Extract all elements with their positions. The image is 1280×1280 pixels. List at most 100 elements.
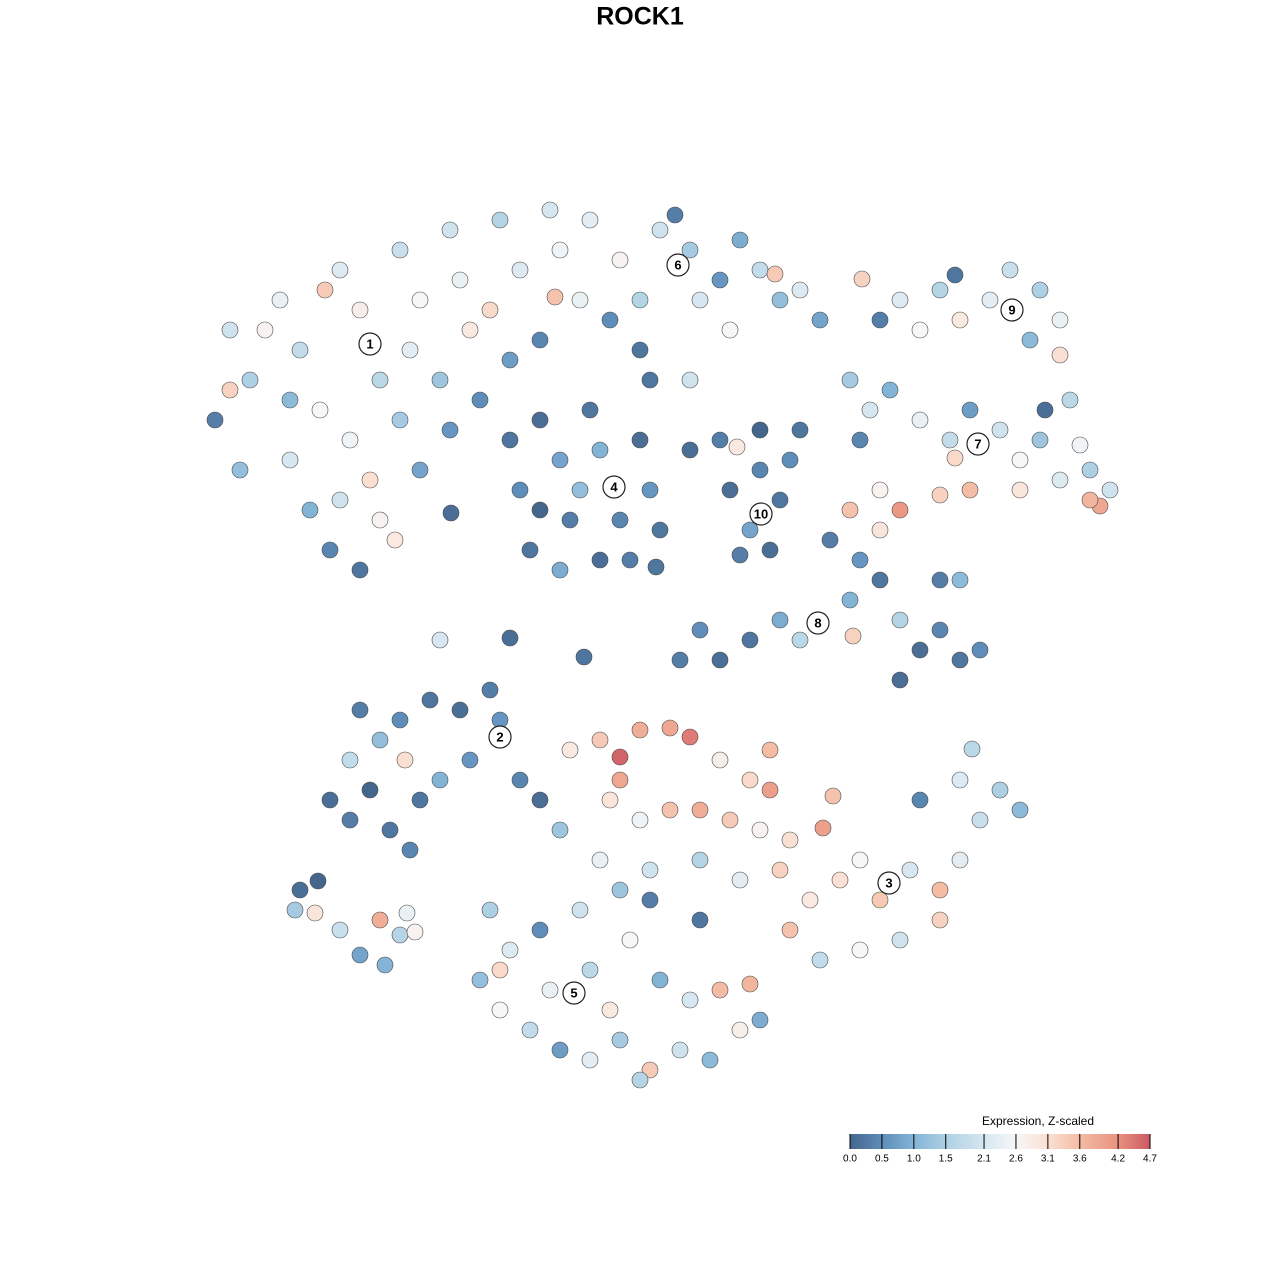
point (1011, 451, 1029, 469)
point (361, 471, 379, 489)
chart-title: ROCK1 (596, 3, 684, 31)
point (791, 421, 809, 439)
point (731, 231, 749, 249)
point (911, 791, 929, 809)
point (316, 281, 334, 299)
point (501, 629, 519, 647)
colorbar-tick-label: 4.7 (1143, 1154, 1157, 1165)
point (891, 291, 909, 309)
point (824, 787, 842, 805)
point (431, 771, 449, 789)
cluster-label: 4 (610, 479, 618, 494)
point (951, 851, 969, 869)
point (371, 371, 389, 389)
cluster-label: 5 (570, 985, 577, 1000)
point (531, 331, 549, 349)
point (781, 831, 799, 849)
point (691, 911, 709, 929)
point (571, 481, 589, 499)
cluster-label: 6 (674, 257, 681, 272)
point (551, 561, 569, 579)
point (911, 641, 929, 659)
point (341, 811, 359, 829)
point (1001, 261, 1019, 279)
point (681, 441, 699, 459)
point (691, 801, 709, 819)
point (451, 271, 469, 289)
point (681, 728, 699, 746)
point (431, 371, 449, 389)
point (371, 511, 389, 529)
point (741, 975, 759, 993)
point (591, 851, 609, 869)
point (991, 421, 1009, 439)
point (871, 481, 889, 499)
point (951, 571, 969, 589)
point (386, 531, 404, 549)
point (256, 321, 274, 339)
point (551, 241, 569, 259)
cluster-label: 8 (814, 615, 821, 630)
point (731, 1021, 749, 1039)
point (691, 621, 709, 639)
point (621, 931, 639, 949)
point (341, 751, 359, 769)
point (311, 401, 329, 419)
point (946, 449, 964, 467)
point (941, 431, 959, 449)
point (711, 751, 729, 769)
point (398, 904, 416, 922)
point (931, 486, 949, 504)
point (731, 546, 749, 564)
point (971, 641, 989, 659)
colorbar-tick-label: 2.6 (1009, 1154, 1023, 1165)
cluster-label: 7 (974, 436, 981, 451)
point (841, 591, 859, 609)
point (981, 291, 999, 309)
point (751, 1011, 769, 1029)
point (611, 1031, 629, 1049)
point (531, 921, 549, 939)
point (931, 571, 949, 589)
point (341, 431, 359, 449)
point (421, 691, 439, 709)
point (821, 531, 839, 549)
colorbar-tick-label: 0.0 (843, 1154, 857, 1165)
point (721, 321, 739, 339)
point (811, 311, 829, 329)
point (571, 291, 589, 309)
point (661, 719, 679, 737)
point (631, 341, 649, 359)
cluster-marker (1000, 298, 1024, 322)
point (291, 341, 309, 359)
point (741, 521, 759, 539)
point (791, 281, 809, 299)
point (581, 1051, 599, 1069)
point (601, 311, 619, 329)
point (451, 701, 469, 719)
point (647, 558, 665, 576)
point (581, 401, 599, 419)
point (891, 671, 909, 689)
point (281, 391, 299, 409)
point (641, 1061, 659, 1079)
point (951, 651, 969, 669)
point (309, 872, 327, 890)
colorbar-tick-label: 3.1 (1041, 1154, 1055, 1165)
point (441, 221, 459, 239)
point (321, 791, 339, 809)
point (321, 541, 339, 559)
point (575, 648, 593, 666)
point (541, 201, 559, 219)
point (1101, 481, 1119, 499)
point (351, 701, 369, 719)
point (431, 631, 449, 649)
point (641, 371, 659, 389)
cluster-label: 3 (885, 875, 892, 890)
point (611, 771, 629, 789)
point (501, 351, 519, 369)
point (611, 251, 629, 269)
colorbar-tick-label: 1.5 (939, 1154, 953, 1165)
point (711, 981, 729, 999)
